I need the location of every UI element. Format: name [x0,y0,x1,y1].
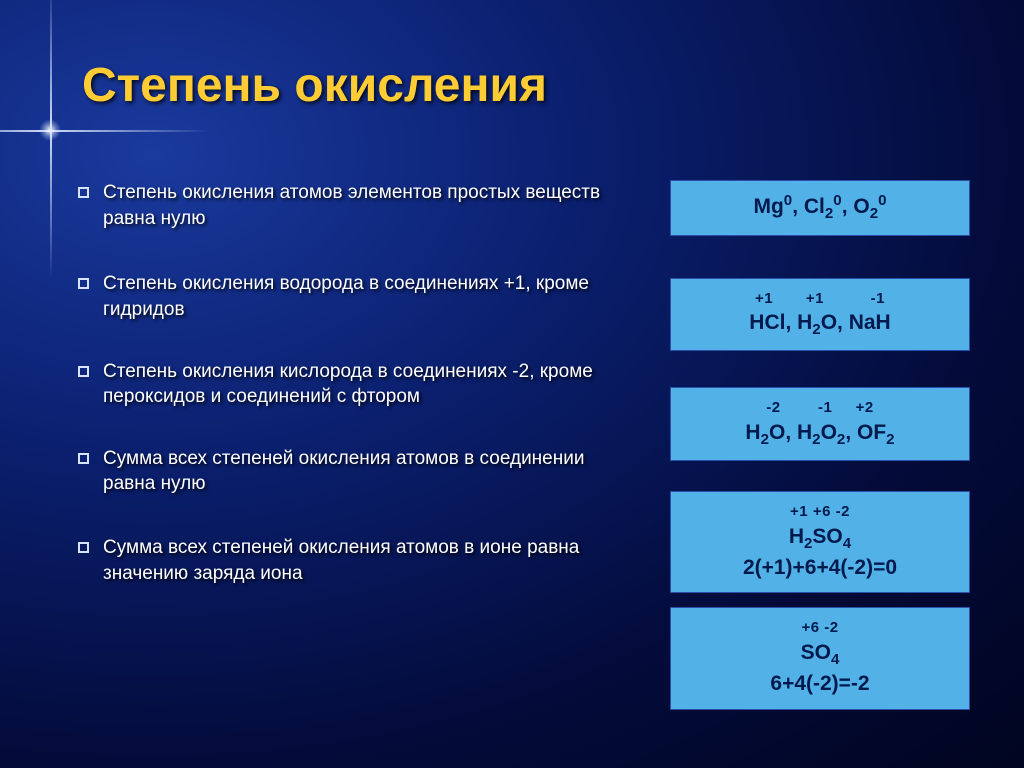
example-column: Mg0, Cl20, O20 +1 +1 -1HCl, H2O, NaH -2 -1… [670,180,970,710]
bullet-item: Степень окисления атомов элементов прост… [78,180,638,231]
bullet-icon [78,187,89,198]
bullet-icon [78,278,89,289]
bullet-text: Степень окисления водорода в соединениях… [103,271,638,322]
example-box: +1 +1 -1HCl, H2O, NaH [670,278,970,352]
bullet-item: Степень окисления кислорода в соединения… [78,359,638,410]
oxidation-states-line: +1 +1 -1 [677,289,963,309]
example-box: -2 -1 +2H2O, H2O2, OF2 [670,387,970,461]
example-box: Mg0, Cl20, O20 [670,180,970,236]
bullet-item: Степень окисления водорода в соединениях… [78,271,638,322]
oxidation-states-line: -2 -1 +2 [677,398,963,418]
bullet-item: Сумма всех степеней окисления атомов в с… [78,446,638,497]
formula-line: H2O, H2O2, OF2 [677,419,963,451]
example-box: +1 +6 -2H2SO42(+1)+6+4(-2)=0 [670,491,970,593]
bullet-list: Степень окисления атомов элементов прост… [78,180,638,586]
example-box: +6 -2SO46+4(-2)=-2 [670,607,970,709]
formula-line: Mg0, Cl20, O20 [677,191,963,225]
oxidation-states-line: +1 +6 -2 [677,502,963,522]
bullet-icon [78,453,89,464]
formula-line: HCl, H2O, NaH [677,309,963,341]
bullet-icon [78,542,89,553]
formula-line: H2SO42(+1)+6+4(-2)=0 [677,523,963,583]
slide-title: Степень окисления [82,58,547,113]
bullet-text: Степень окисления атомов элементов прост… [103,180,638,231]
bullet-item: Сумма всех степеней окисления атомов в и… [78,535,638,586]
bullet-text: Степень окисления кислорода в соединения… [103,359,638,410]
bullet-icon [78,366,89,377]
formula-line: SO46+4(-2)=-2 [677,639,963,699]
bullet-text: Сумма всех степеней окисления атомов в с… [103,446,638,497]
bullet-text: Сумма всех степеней окисления атомов в и… [103,535,638,586]
oxidation-states-line: +6 -2 [677,618,963,638]
